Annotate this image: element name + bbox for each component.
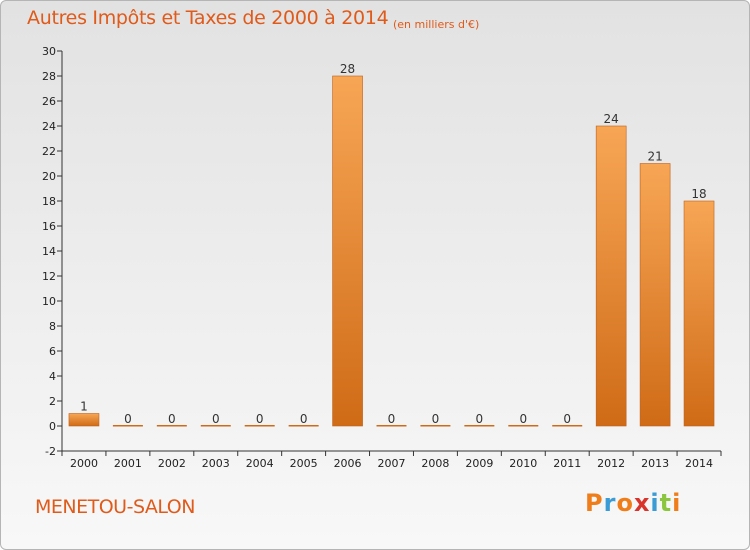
y-tick-label: 18	[42, 195, 56, 208]
bar	[464, 425, 495, 427]
data-label: 0	[563, 412, 571, 426]
data-label: 24	[604, 112, 619, 126]
x-tick-label: 2002	[158, 457, 186, 470]
bar	[639, 163, 671, 427]
bar	[508, 425, 539, 427]
bar	[552, 425, 583, 427]
bar	[156, 425, 187, 427]
y-tick-label: 14	[42, 245, 56, 258]
logo-letter: o	[616, 489, 634, 517]
x-tick-label: 2003	[202, 457, 230, 470]
proxiti-logo: Proxiti	[585, 489, 681, 517]
y-tick-label: 6	[49, 345, 56, 358]
logo-letter: t	[659, 489, 673, 517]
x-tick-label: 2007	[378, 457, 406, 470]
x-tick-label: 2014	[685, 457, 713, 470]
data-label: 21	[647, 150, 662, 164]
x-tick-label: 2001	[114, 457, 142, 470]
bar	[288, 425, 319, 427]
logo-letter: r	[603, 489, 617, 517]
x-tick-label: 2009	[465, 457, 493, 470]
bar	[332, 75, 363, 427]
chart-title: Autres Impôts et Taxes de 2000 à 2014	[27, 7, 389, 29]
x-tick-label: 2012	[597, 457, 625, 470]
data-label: 0	[388, 412, 396, 426]
y-tick-label: 28	[42, 70, 56, 83]
y-tick-label: 16	[42, 220, 56, 233]
data-label: 0	[519, 412, 527, 426]
x-tick-label: 2013	[641, 457, 669, 470]
y-tick-label: 24	[42, 120, 56, 133]
data-label: 0	[476, 412, 484, 426]
bar	[244, 425, 275, 427]
x-tick-label: 2006	[334, 457, 362, 470]
logo-letter: x	[633, 489, 651, 517]
y-tick-label: 4	[49, 370, 56, 383]
data-label: 0	[300, 412, 308, 426]
data-label: 28	[340, 62, 355, 76]
chart-subtitle: (en milliers d'€)	[393, 18, 480, 31]
data-label: 0	[432, 412, 440, 426]
y-tick-label: 10	[42, 295, 56, 308]
logo-letter: i	[672, 489, 682, 517]
x-tick-label: 2008	[421, 457, 449, 470]
y-tick-label: 8	[49, 320, 56, 333]
data-label: 0	[256, 412, 264, 426]
data-label: 1	[80, 400, 88, 414]
x-tick-label: 2010	[509, 457, 537, 470]
x-tick-label: 2000	[70, 457, 98, 470]
data-label: 0	[124, 412, 132, 426]
y-tick-label: 20	[42, 170, 56, 183]
y-tick-label: 26	[42, 95, 56, 108]
logo-letter: i	[650, 489, 660, 517]
bar	[376, 425, 407, 427]
logo-letter: P	[585, 489, 604, 517]
bar	[683, 200, 715, 427]
x-tick-label: 2005	[290, 457, 318, 470]
bar	[420, 425, 451, 427]
y-tick-label: 12	[42, 270, 56, 283]
bar	[595, 125, 627, 427]
bar	[200, 425, 231, 427]
y-tick-label: 22	[42, 145, 56, 158]
x-tick-label: 2011	[553, 457, 581, 470]
y-tick-label: 2	[49, 395, 56, 408]
x-tick-label: 2004	[246, 457, 274, 470]
y-tick-label: -2	[45, 445, 56, 458]
y-tick-label: 30	[42, 45, 56, 58]
data-label: 18	[691, 187, 706, 201]
bar	[112, 425, 143, 427]
y-tick-label: 0	[49, 420, 56, 433]
data-label: 0	[168, 412, 176, 426]
bar	[68, 413, 100, 427]
data-label: 0	[212, 412, 220, 426]
commune-name: MENETOU-SALON	[35, 496, 195, 518]
